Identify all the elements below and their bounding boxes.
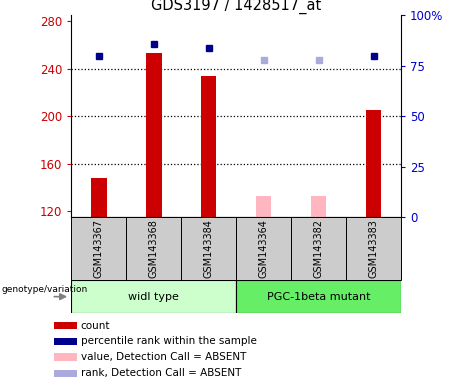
Bar: [201, 76, 217, 217]
Bar: [346, 217, 401, 280]
Bar: [126, 217, 181, 280]
Bar: [71, 280, 236, 313]
Text: GSM143382: GSM143382: [313, 219, 324, 278]
Title: GDS3197 / 1428517_at: GDS3197 / 1428517_at: [151, 0, 321, 14]
Text: genotype/variation: genotype/variation: [1, 285, 88, 294]
Bar: [54, 370, 77, 377]
Bar: [291, 217, 346, 280]
Bar: [54, 338, 77, 345]
Text: GSM143367: GSM143367: [94, 219, 104, 278]
Text: percentile rank within the sample: percentile rank within the sample: [81, 336, 256, 346]
Bar: [91, 178, 106, 217]
Bar: [181, 217, 236, 280]
Bar: [366, 110, 381, 217]
Text: widl type: widl type: [129, 291, 179, 302]
Text: count: count: [81, 321, 110, 331]
Bar: [71, 217, 126, 280]
Bar: [54, 353, 77, 361]
Bar: [54, 322, 77, 329]
Text: GSM143384: GSM143384: [204, 219, 214, 278]
Text: rank, Detection Call = ABSENT: rank, Detection Call = ABSENT: [81, 368, 241, 378]
Text: PGC-1beta mutant: PGC-1beta mutant: [267, 291, 371, 302]
Text: value, Detection Call = ABSENT: value, Detection Call = ABSENT: [81, 352, 246, 362]
Text: GSM143383: GSM143383: [369, 219, 378, 278]
Bar: [146, 53, 161, 217]
Bar: [236, 280, 401, 313]
Text: GSM143368: GSM143368: [149, 219, 159, 278]
Bar: [236, 217, 291, 280]
Text: GSM143364: GSM143364: [259, 219, 269, 278]
Bar: [256, 195, 272, 217]
Bar: [311, 195, 326, 217]
